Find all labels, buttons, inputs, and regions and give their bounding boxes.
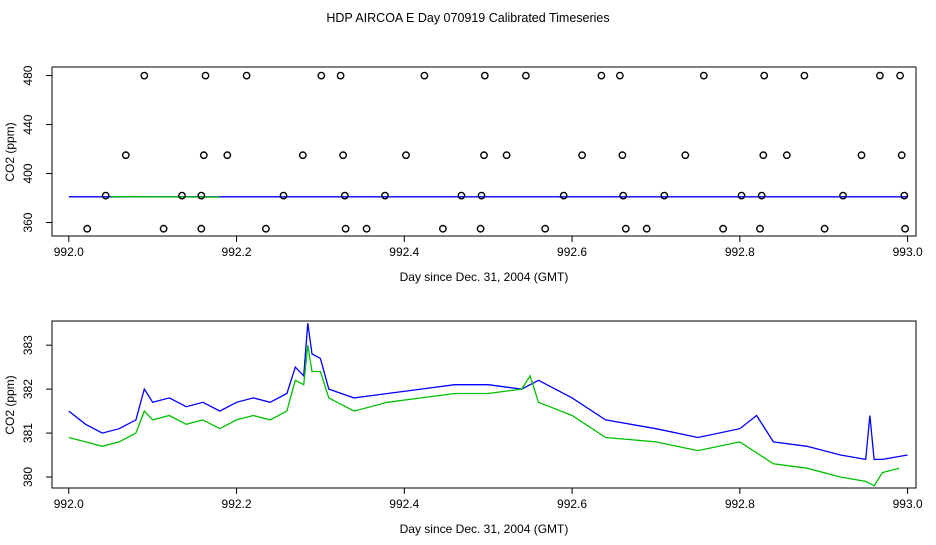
scatter-point	[597, 71, 606, 80]
y-tick-label: 360	[21, 212, 35, 232]
blue-series-line	[68, 323, 908, 461]
x-tick-label: 993.0	[893, 245, 923, 259]
scatter-point	[201, 71, 210, 80]
scatter-point	[616, 71, 624, 80]
scatter-point	[477, 191, 486, 200]
scatter-point	[559, 191, 568, 200]
y-tick-label: 480	[21, 65, 35, 85]
scatter-point	[660, 191, 669, 200]
y-tick-label: 380	[21, 467, 35, 487]
x-tick-label: 992.4	[389, 245, 419, 259]
scatter-point	[760, 71, 769, 80]
scatter-point	[199, 151, 208, 160]
scatter-point	[159, 224, 168, 233]
scatter-point	[782, 151, 791, 160]
scatter-point	[476, 224, 485, 233]
x-tick-label: 992.4	[389, 497, 419, 511]
scatter-point	[522, 71, 530, 80]
scatter-point	[699, 71, 708, 80]
figure-title: HDP AIRCOA E Day 070919 Calibrated Times…	[326, 11, 609, 25]
scatter-point	[279, 191, 288, 200]
scatter-point	[381, 191, 389, 200]
bottom-y-axis: 380 381 382 383	[21, 335, 52, 487]
top-x-axis: 992.0 992.2 992.4 992.6 992.8 993.0	[54, 236, 923, 259]
scatter-point	[298, 151, 307, 160]
scatter-point	[800, 71, 809, 80]
bottom-x-axis: 992.0 992.2 992.4 992.6 992.8 993.0	[54, 488, 923, 511]
scatter-point	[261, 224, 270, 233]
scatter-point	[121, 151, 130, 160]
green-series-line	[110, 195, 220, 198]
x-tick-label: 992.6	[557, 497, 587, 511]
scatter-point	[83, 224, 92, 233]
top-x-axis-label: Day since Dec. 31, 2004 (GMT)	[400, 270, 569, 284]
x-tick-label: 993.0	[893, 497, 923, 511]
bottom-y-axis-label: CO2 (ppm)	[3, 375, 17, 434]
scatter-point	[839, 191, 847, 200]
bottom-panel-frame	[51, 320, 917, 489]
scatter-point	[756, 224, 764, 233]
scatter-point	[438, 224, 447, 233]
y-tick-label: 381	[21, 423, 35, 443]
scatter-point	[197, 191, 206, 200]
scatter-point	[197, 224, 206, 233]
x-tick-label: 992.8	[725, 497, 755, 511]
green-series-line	[68, 345, 900, 487]
scatter-point	[420, 71, 429, 80]
scatter-point	[621, 224, 630, 233]
x-tick-label: 992.2	[222, 245, 252, 259]
x-tick-label: 992.2	[222, 497, 252, 511]
scatter-point	[900, 191, 909, 200]
scatter-point	[578, 151, 586, 160]
scatter-point	[737, 191, 746, 200]
scatter-point	[876, 71, 884, 80]
scatter-point	[101, 191, 110, 200]
scatter-point	[759, 151, 768, 160]
bottom-plot-area	[68, 323, 908, 487]
top-panel-frame	[51, 66, 917, 237]
scatter-point	[457, 191, 466, 200]
scatter-point	[901, 224, 909, 233]
top-plot-area	[68, 71, 909, 233]
y-tick-label: 383	[21, 335, 35, 355]
scatter-point	[242, 71, 251, 80]
y-tick-label: 400	[21, 163, 35, 183]
scatter-point	[362, 224, 371, 233]
scatter-point	[140, 71, 149, 80]
bottom-panel: 992.0 992.2 992.4 992.6 992.8 993.0 380 381 382…	[3, 320, 923, 536]
x-tick-label: 992.0	[54, 245, 84, 259]
y-tick-label: 440	[21, 114, 35, 134]
top-y-axis: 360 400 440 480	[21, 65, 52, 233]
x-tick-label: 992.0	[54, 497, 84, 511]
bottom-x-axis-label: Day since Dec. 31, 2004 (GMT)	[400, 522, 569, 536]
scatter-point	[896, 71, 904, 80]
scatter-point	[480, 151, 488, 160]
scatter-point	[541, 224, 550, 233]
scatter-point	[642, 224, 651, 233]
scatter-point	[340, 191, 349, 200]
y-tick-label: 382	[21, 379, 35, 399]
top-panel: 992.0 992.2 992.4 992.6 992.8 993.0 360 400 440…	[3, 65, 923, 284]
scatter-point	[681, 151, 690, 160]
x-tick-label: 992.8	[725, 245, 755, 259]
scatter-point	[502, 151, 511, 160]
scatter-point	[618, 151, 627, 160]
top-y-axis-label: CO2 (ppm)	[3, 122, 17, 181]
scatter-point	[178, 191, 186, 200]
scatter-point	[223, 151, 232, 160]
scatter-point	[897, 151, 906, 160]
scatter-point	[336, 71, 345, 80]
scatter-point	[857, 151, 866, 160]
scatter-point	[480, 71, 489, 80]
scatter-point	[402, 151, 410, 160]
scatter-point	[820, 224, 829, 233]
x-tick-label: 992.6	[557, 245, 587, 259]
scatter-point	[341, 224, 350, 233]
scatter-point	[719, 224, 727, 233]
scatter-point	[317, 71, 326, 80]
scatter-point	[757, 191, 766, 200]
scatter-point	[619, 191, 628, 200]
scatter-point	[339, 151, 347, 160]
